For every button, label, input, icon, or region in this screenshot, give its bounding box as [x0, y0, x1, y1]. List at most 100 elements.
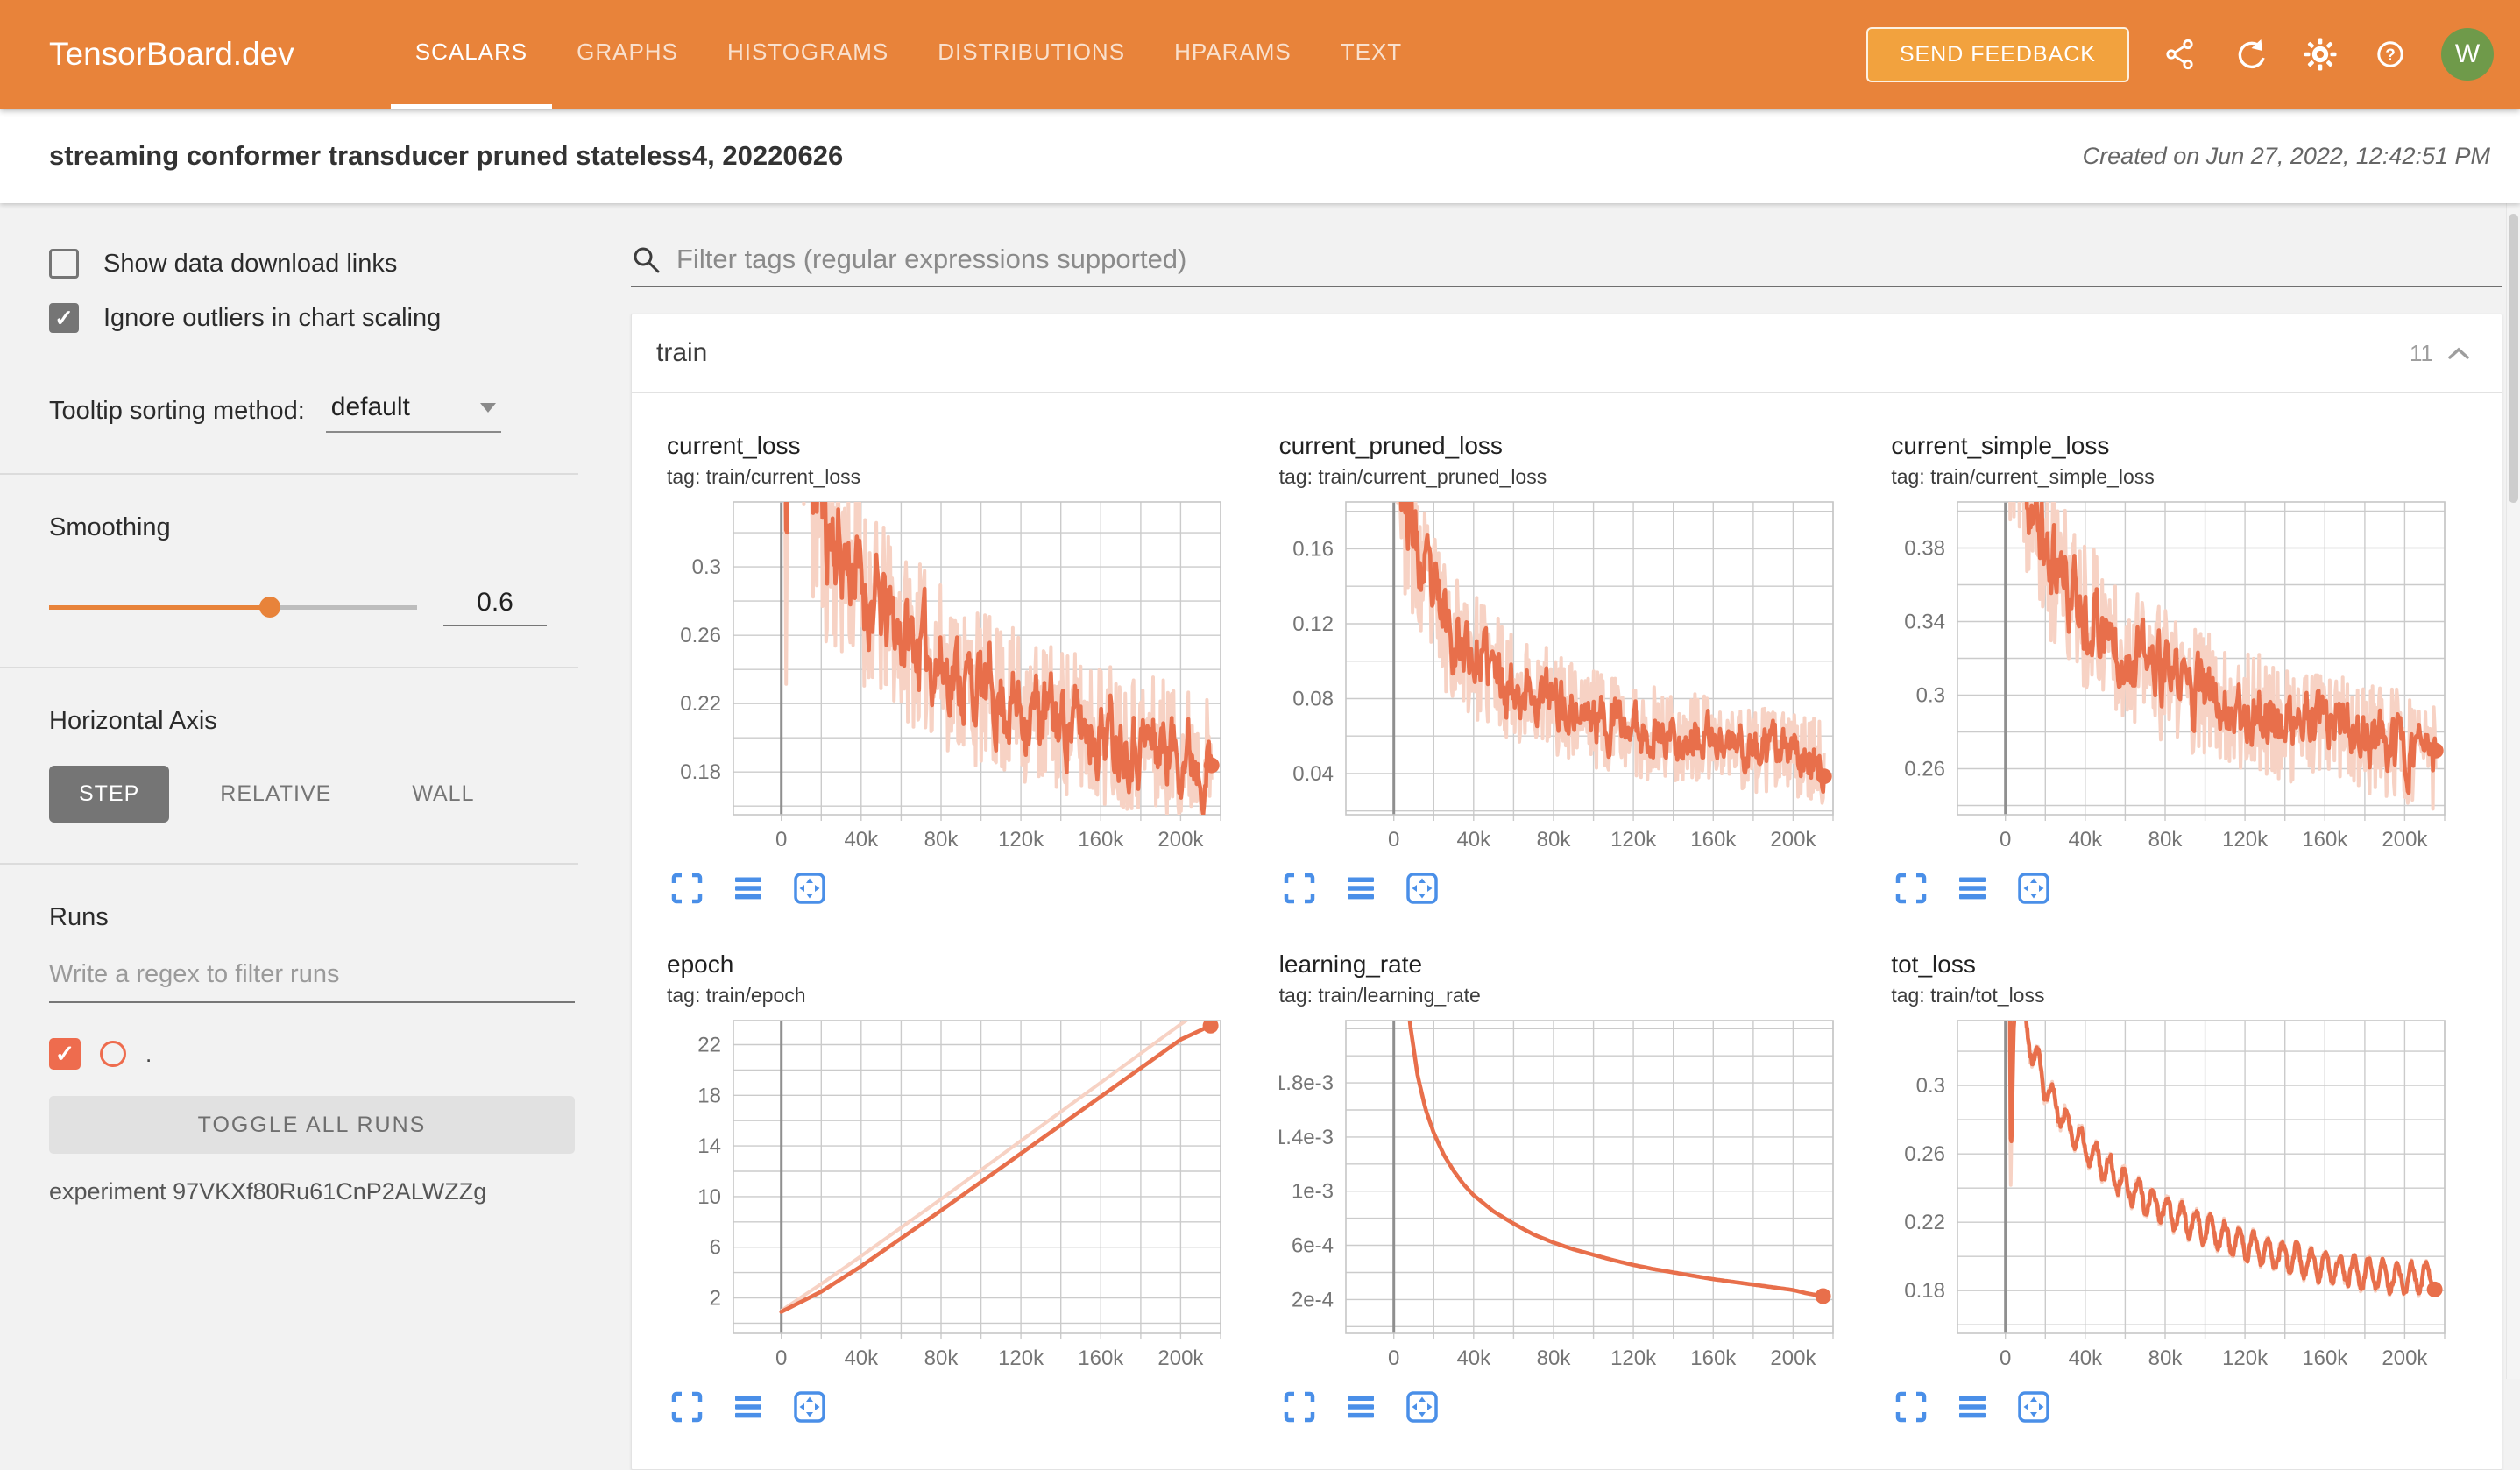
show-download-links-row[interactable]: Show data download links — [49, 249, 578, 279]
svg-text:2e-4: 2e-4 — [1292, 1288, 1334, 1311]
user-avatar[interactable]: W — [2441, 28, 2494, 81]
svg-text:120k: 120k — [2222, 828, 2269, 852]
toggle-y-scale-icon[interactable] — [1342, 870, 1379, 907]
fit-data-icon[interactable] — [1404, 1389, 1441, 1425]
runs-regex-input[interactable] — [49, 955, 575, 1003]
settings-gear-icon[interactable] — [2301, 35, 2339, 74]
svg-text:0.08: 0.08 — [1292, 688, 1334, 711]
chart-actions-current_loss — [669, 870, 1256, 907]
fit-data-icon[interactable] — [2015, 870, 2052, 907]
show-download-links-checkbox[interactable] — [49, 249, 79, 279]
svg-text:80k: 80k — [1536, 828, 1571, 852]
fullscreen-icon[interactable] — [1893, 1389, 1929, 1425]
fullscreen-icon[interactable] — [669, 870, 705, 907]
fit-data-icon[interactable] — [2015, 1389, 2052, 1425]
svg-text:200k: 200k — [1157, 828, 1204, 852]
tooltip-sorting-value: default — [331, 392, 410, 422]
chart-tag-current_loss: tag: train/current_loss — [667, 465, 1256, 489]
svg-text:0.12: 0.12 — [1292, 612, 1334, 636]
share-icon[interactable] — [2161, 35, 2199, 74]
svg-text:120k: 120k — [998, 1346, 1044, 1370]
svg-text:160k: 160k — [1078, 1346, 1124, 1370]
run-checkbox[interactable]: ✓ — [49, 1038, 81, 1070]
svg-text:0.22: 0.22 — [1905, 1211, 1946, 1234]
svg-text:40k: 40k — [844, 1346, 879, 1370]
help-icon[interactable]: ? — [2371, 35, 2410, 74]
fit-data-icon[interactable] — [1404, 870, 1441, 907]
chart-title-epoch: epoch — [667, 951, 1256, 979]
toggle-y-scale-icon[interactable] — [730, 1389, 767, 1425]
group-name: train — [656, 338, 707, 368]
ignore-outliers-label: Ignore outliers in chart scaling — [103, 304, 441, 333]
chart-tag-epoch: tag: train/epoch — [667, 984, 1256, 1007]
toggle-y-scale-icon[interactable] — [1954, 870, 1991, 907]
scrollbar-thumb[interactable] — [2509, 214, 2518, 503]
chevron-up-icon — [2447, 346, 2470, 360]
tooltip-sorting-dropdown[interactable]: default — [326, 389, 501, 433]
tab-hparams[interactable]: HPARAMS — [1150, 0, 1316, 109]
svg-text:40k: 40k — [2069, 1346, 2104, 1370]
svg-text:6: 6 — [710, 1236, 721, 1260]
tab-distributions[interactable]: DISTRIBUTIONS — [913, 0, 1150, 109]
svg-text:0.38: 0.38 — [1905, 537, 1946, 561]
sidebar-divider — [0, 667, 578, 668]
svg-text:160k: 160k — [1078, 828, 1124, 852]
svg-text:80k: 80k — [1536, 1346, 1571, 1370]
chart-title-learning_rate: learning_rate — [1279, 951, 1869, 979]
smoothing-value-input[interactable] — [443, 588, 547, 626]
svg-text:0.3: 0.3 — [1916, 684, 1945, 708]
fullscreen-icon[interactable] — [1893, 870, 1929, 907]
toggle-y-scale-icon[interactable] — [1954, 1389, 1991, 1425]
train-group-header[interactable]: train 11 — [632, 314, 2502, 393]
fullscreen-icon[interactable] — [1281, 1389, 1318, 1425]
axis-option-relative[interactable]: RELATIVE — [190, 766, 361, 823]
settings-sidebar: Show data download links ✓ Ignore outlie… — [0, 203, 578, 1379]
send-feedback-button[interactable]: SEND FEEDBACK — [1866, 27, 2129, 82]
fullscreen-icon[interactable] — [1281, 870, 1318, 907]
group-collapse-control[interactable]: 11 — [2410, 340, 2470, 367]
refresh-icon[interactable] — [2231, 35, 2269, 74]
sidebar-divider — [0, 473, 578, 475]
smoothing-slider-thumb[interactable] — [259, 597, 280, 618]
chart-title-tot_loss: tot_loss — [1891, 951, 2481, 979]
smoothing-slider[interactable] — [49, 605, 417, 610]
tab-graphs[interactable]: GRAPHS — [552, 0, 703, 109]
svg-text:120k: 120k — [2222, 1346, 2269, 1370]
svg-text:0.18: 0.18 — [1905, 1279, 1946, 1303]
axis-option-step[interactable]: STEP — [49, 766, 169, 823]
toggle-all-runs-button[interactable]: TOGGLE ALL RUNS — [49, 1096, 575, 1154]
fit-data-icon[interactable] — [791, 870, 828, 907]
sidebar-divider — [0, 863, 578, 865]
svg-text:0.26: 0.26 — [1905, 758, 1946, 781]
group-chart-count: 11 — [2410, 340, 2433, 367]
filter-tags-input[interactable] — [676, 244, 2502, 275]
toggle-y-scale-icon[interactable] — [730, 870, 767, 907]
ignore-outliers-row[interactable]: ✓ Ignore outliers in chart scaling — [49, 303, 578, 333]
svg-text:0: 0 — [2000, 828, 2011, 852]
axis-option-wall[interactable]: WALL — [382, 766, 504, 823]
toggle-y-scale-icon[interactable] — [1342, 1389, 1379, 1425]
tab-histograms[interactable]: HISTOGRAMS — [703, 0, 913, 109]
chart-actions-learning_rate — [1281, 1389, 1869, 1425]
fit-data-icon[interactable] — [791, 1389, 828, 1425]
chart-actions-epoch — [669, 1389, 1256, 1425]
svg-text:200k: 200k — [1770, 828, 1816, 852]
fullscreen-icon[interactable] — [669, 1389, 705, 1425]
vertical-scrollbar[interactable] — [2506, 203, 2520, 1379]
svg-text:120k: 120k — [998, 828, 1044, 852]
tab-scalars[interactable]: SCALARS — [391, 0, 552, 109]
run-row[interactable]: ✓ . — [49, 1038, 578, 1070]
tab-text[interactable]: TEXT — [1316, 0, 1426, 109]
ignore-outliers-checkbox[interactable]: ✓ — [49, 303, 79, 333]
show-download-links-label: Show data download links — [103, 250, 397, 279]
